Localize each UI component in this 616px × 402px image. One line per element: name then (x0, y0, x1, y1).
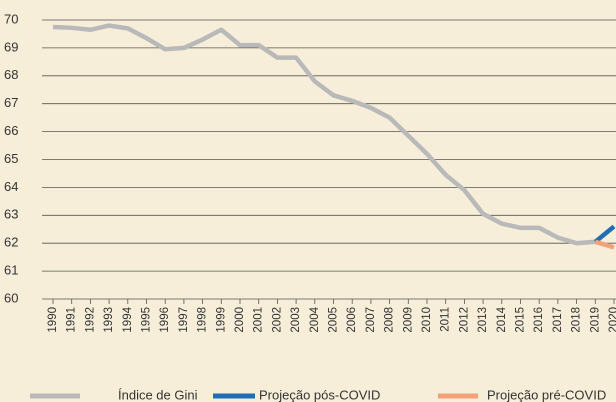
y-tick-label: 61 (4, 263, 18, 278)
x-tick-label: 1992 (84, 307, 96, 333)
x-tick-label: 1997 (178, 307, 190, 333)
x-tick-label: 2013 (477, 307, 489, 333)
x-tick-label: 2010 (421, 307, 433, 333)
x-tick-label: 1994 (122, 306, 134, 332)
x-tick-label: 1996 (159, 307, 171, 333)
x-tick-label: 2018 (571, 307, 583, 333)
legend-label: Índice de Gini (118, 387, 198, 402)
x-tick-label: 2017 (552, 307, 564, 333)
x-tick-label: 2019 (589, 307, 601, 333)
x-tick-label: 2000 (234, 307, 246, 333)
y-tick-label: 68 (4, 67, 18, 82)
series-line (593, 224, 616, 244)
x-tick-label: 2004 (309, 306, 321, 332)
y-tick-label: 65 (4, 151, 18, 166)
x-tick-label: 2009 (402, 307, 414, 333)
y-tick-label: 62 (4, 235, 18, 250)
x-tick-label: 1990 (47, 307, 59, 333)
x-tick-label: 2015 (515, 307, 527, 333)
x-tick-label: 2001 (253, 307, 265, 333)
x-tick-label: 1991 (66, 307, 78, 333)
y-tick-label: 60 (4, 290, 18, 305)
series-line (594, 239, 615, 250)
legend-label: Projeção pré-COVID (487, 387, 606, 402)
x-tick-label: 2003 (290, 307, 302, 333)
legend-label: Projeção pós-COVID (259, 387, 380, 402)
y-tick-label: 67 (4, 95, 18, 110)
x-tick-label: 2002 (271, 307, 283, 333)
series-line (52, 23, 596, 246)
x-tick-label: 1999 (215, 307, 227, 333)
x-tick-label: 2005 (328, 307, 340, 333)
x-tick-label: 2020 (608, 307, 616, 333)
x-tick-label: 2012 (458, 307, 470, 333)
x-tick-label: 1993 (103, 307, 115, 333)
y-tick-label: 69 (4, 39, 18, 54)
y-tick-label: 63 (4, 207, 18, 222)
x-tick-label: 2008 (384, 307, 396, 333)
x-tick-label: 2011 (440, 307, 452, 332)
x-tick-label: 2016 (533, 307, 545, 333)
x-tick-label: 2007 (365, 307, 377, 333)
y-tick-label: 64 (4, 179, 18, 194)
x-tick-label: 1995 (141, 307, 153, 333)
y-tick-label: 70 (4, 11, 18, 26)
y-tick-label: 66 (4, 123, 18, 138)
x-tick-label: 2014 (496, 306, 508, 332)
x-tick-label: 1998 (197, 307, 209, 333)
x-tick-label: 2006 (346, 307, 358, 333)
